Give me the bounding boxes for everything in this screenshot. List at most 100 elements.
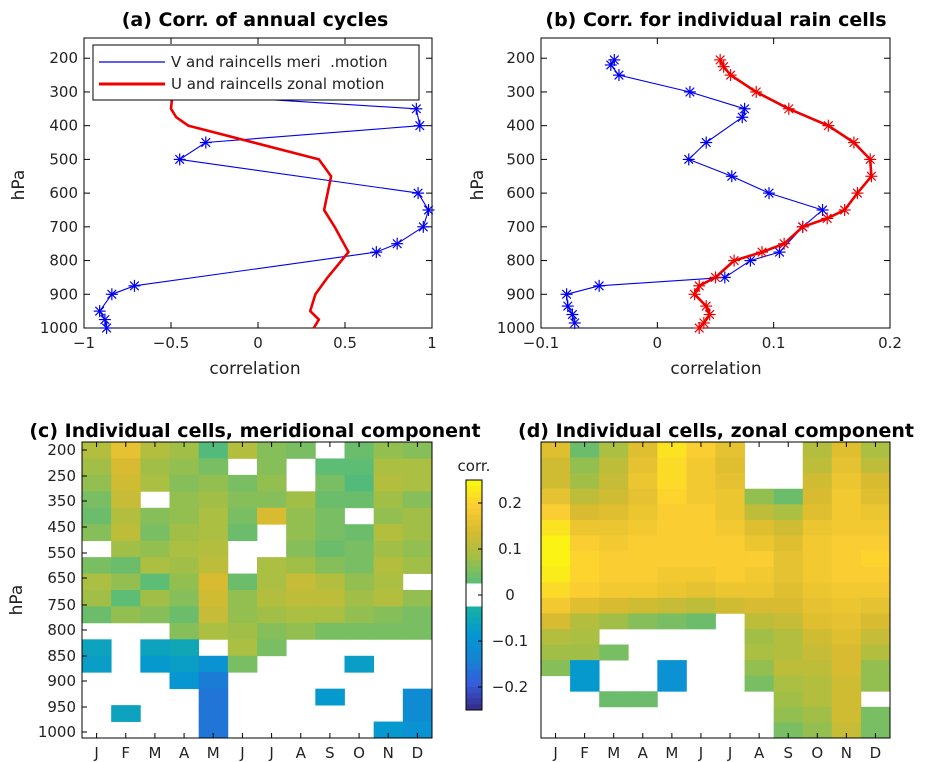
y-tick-label: 900 <box>506 285 535 303</box>
heatmap-cell <box>315 524 345 542</box>
heatmap-cell <box>541 628 571 645</box>
heatmap-cell <box>744 519 775 536</box>
colorbar-tick-label: −0.1 <box>492 632 528 650</box>
heatmap-cell <box>570 644 600 661</box>
heatmap-cell <box>82 458 112 476</box>
month-label: F <box>580 744 589 762</box>
heatmap-cell <box>169 540 200 558</box>
data-point-stroke <box>413 188 423 198</box>
data-point <box>816 203 829 216</box>
month-label: O <box>353 744 365 762</box>
x-tick-label: 0.1 <box>762 334 786 352</box>
heatmap-cell <box>831 442 862 458</box>
heatmap-cell <box>541 644 571 661</box>
data-point-stroke <box>852 188 863 198</box>
data-point-stroke <box>418 222 429 232</box>
heatmap-cell <box>802 488 833 505</box>
heatmap-cell <box>831 597 862 614</box>
data-point <box>93 305 106 318</box>
colorbar-segment <box>466 497 482 504</box>
heatmap-cell <box>773 644 804 661</box>
data-point <box>561 300 574 313</box>
colorbar-tick-label: 0.1 <box>498 540 522 558</box>
x-tick-label: −0.5 <box>153 334 189 352</box>
heatmap-cell <box>140 458 170 476</box>
heatmap-cell <box>657 582 687 599</box>
y-tick-label: 400 <box>506 117 535 135</box>
heatmap-cell <box>657 660 687 677</box>
y-tick-label: 200 <box>506 49 535 67</box>
legend-label-u: U and raincells zonal motion <box>171 75 384 93</box>
heatmap-cell <box>831 644 862 661</box>
heatmap-cell <box>715 519 745 536</box>
data-point-stroke <box>710 272 721 283</box>
heatmap-cell <box>257 622 287 640</box>
heatmap-cell <box>402 688 433 706</box>
data-point <box>700 136 713 149</box>
heatmap-panel-c <box>81 441 433 739</box>
panel-b-title: (b) Corr. for individual rain cells <box>545 9 886 31</box>
legend-panel-a: V and raincells meri .motion U and rainc… <box>92 44 420 101</box>
heatmap-cell <box>315 573 345 591</box>
data-point <box>391 237 404 250</box>
data-point-stroke <box>567 309 578 320</box>
heatmap-cell <box>286 606 316 624</box>
heatmap-cell <box>541 597 571 614</box>
data-point <box>782 102 795 115</box>
data-point-stroke <box>609 55 620 65</box>
heatmap-cell <box>344 557 375 574</box>
data-point-stroke <box>411 104 422 114</box>
heatmap-cell <box>286 590 316 607</box>
data-point <box>173 153 186 166</box>
heatmap-cell <box>198 721 229 739</box>
heatmap-cell <box>169 442 200 459</box>
heatmap-cell <box>570 473 600 490</box>
data-point-stroke <box>174 154 185 165</box>
heatmap-cell <box>111 705 141 722</box>
heatmap-cell <box>744 644 775 661</box>
y-tick-label: 400 <box>49 117 78 135</box>
panel-b-ylabel: hPa <box>468 170 488 201</box>
data-point <box>847 136 860 149</box>
heatmap-cell <box>169 458 200 476</box>
month-label: J <box>552 744 557 762</box>
heatmap-cell <box>599 644 629 661</box>
heatmap-cell <box>82 557 112 574</box>
heatmap-cell <box>82 524 112 542</box>
heatmap-cell <box>198 606 229 624</box>
data-point-stroke <box>866 171 877 182</box>
colorbar-segment <box>466 503 482 510</box>
panel-a-ylabel: hPa <box>9 170 29 201</box>
heatmap-cell <box>744 488 775 505</box>
y-tick-label: 650 <box>47 569 76 587</box>
heatmap-cell <box>111 590 141 607</box>
heatmap-cell <box>831 551 862 568</box>
heatmap-cell <box>599 457 629 474</box>
heatmap-cell <box>715 457 745 474</box>
heatmap-cell <box>599 442 629 458</box>
heatmap-cell <box>744 566 775 583</box>
month-label: O <box>811 744 823 762</box>
heatmap-cell <box>802 691 833 708</box>
heatmap-cell <box>628 535 658 552</box>
data-point <box>683 85 696 98</box>
heatmap-cell <box>715 488 745 505</box>
data-point-stroke <box>129 281 140 291</box>
heatmap-cell <box>373 491 404 509</box>
heatmap-cell <box>373 540 404 558</box>
heatmap-cell <box>402 705 433 722</box>
month-label: A <box>179 744 190 762</box>
colorbar-segment <box>466 537 482 544</box>
data-point-stroke <box>720 272 730 283</box>
month-label: M <box>607 744 620 762</box>
heatmap-cell <box>657 551 687 568</box>
heatmap-cell <box>715 504 745 521</box>
heatmap-cell <box>715 473 745 490</box>
data-point-stroke <box>100 314 110 325</box>
data-point-stroke <box>779 238 789 249</box>
data-point <box>724 69 737 82</box>
data-point <box>604 58 617 71</box>
month-label: F <box>121 744 130 762</box>
data-point <box>822 119 835 132</box>
